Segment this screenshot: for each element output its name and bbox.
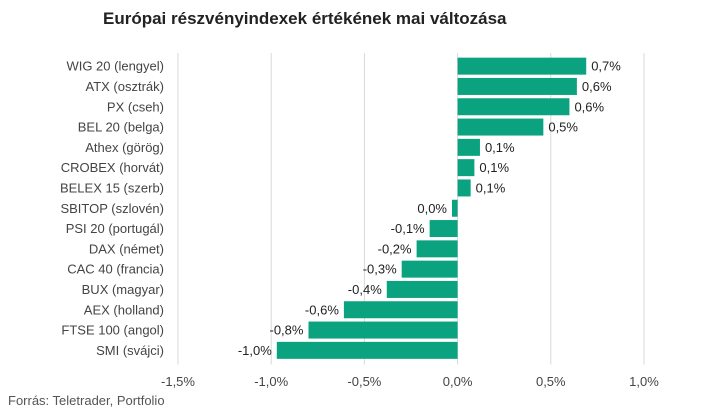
x-tick-label: -1,0%	[254, 374, 288, 389]
category-label: PSI 20 (portugál)	[66, 221, 164, 236]
data-label: 0,6%	[582, 79, 612, 94]
data-label: -0,4%	[348, 282, 382, 297]
x-tick-label: 0,0%	[443, 374, 473, 389]
category-label: ATX (osztrák)	[86, 79, 165, 94]
category-label: CROBEX (horvát)	[61, 160, 164, 175]
data-label: 0,0%	[417, 201, 447, 216]
bar	[457, 138, 480, 156]
category-label: SBITOP (szlovén)	[60, 201, 164, 216]
data-label: -1,0%	[238, 343, 272, 358]
data-label: -0,8%	[270, 323, 304, 338]
x-tick-label: -1,5%	[161, 374, 195, 389]
category-label: BELEX 15 (szerb)	[60, 180, 164, 195]
bar	[276, 341, 458, 359]
category-label: DAX (német)	[89, 241, 164, 256]
bar	[452, 199, 458, 217]
source-note: Forrás: Teletrader, Portfolio	[8, 393, 165, 408]
x-tick-label: 0,5%	[536, 374, 566, 389]
bar	[308, 321, 458, 339]
category-label: AEX (holland)	[84, 302, 164, 317]
bar	[457, 159, 475, 177]
bar	[457, 77, 577, 95]
data-label: 0,1%	[479, 160, 509, 175]
data-label: 0,1%	[476, 180, 506, 195]
data-label: -0,3%	[363, 262, 397, 277]
category-label: BEL 20 (belga)	[78, 120, 164, 135]
x-tick-label: 1,0%	[629, 374, 659, 389]
bar	[429, 220, 458, 238]
category-label: WIG 20 (lengyel)	[66, 59, 164, 74]
bar	[457, 118, 544, 136]
bar	[386, 280, 458, 298]
data-label: -0,6%	[305, 302, 339, 317]
bar	[457, 98, 570, 116]
chart-title: Európai részvényindexek értékének mai vá…	[103, 9, 507, 28]
category-label: FTSE 100 (angol)	[61, 323, 164, 338]
bar	[457, 179, 471, 197]
category-label: BUX (magyar)	[82, 282, 164, 297]
x-tick-label: -0,5%	[347, 374, 381, 389]
data-label: 0,6%	[574, 99, 604, 114]
category-label: CAC 40 (francia)	[67, 262, 164, 277]
data-label: 0,5%	[548, 120, 578, 135]
category-label: Athex (görög)	[85, 140, 164, 155]
category-label: PX (cseh)	[107, 99, 164, 114]
data-label: 0,7%	[591, 59, 621, 74]
category-label: SMI (svájci)	[96, 343, 164, 358]
bar	[401, 260, 458, 278]
bar	[343, 301, 458, 319]
bar	[416, 240, 458, 258]
data-label: -0,2%	[378, 241, 412, 256]
data-label: -0,1%	[391, 221, 425, 236]
data-label: 0,1%	[485, 140, 515, 155]
bar	[457, 57, 587, 75]
